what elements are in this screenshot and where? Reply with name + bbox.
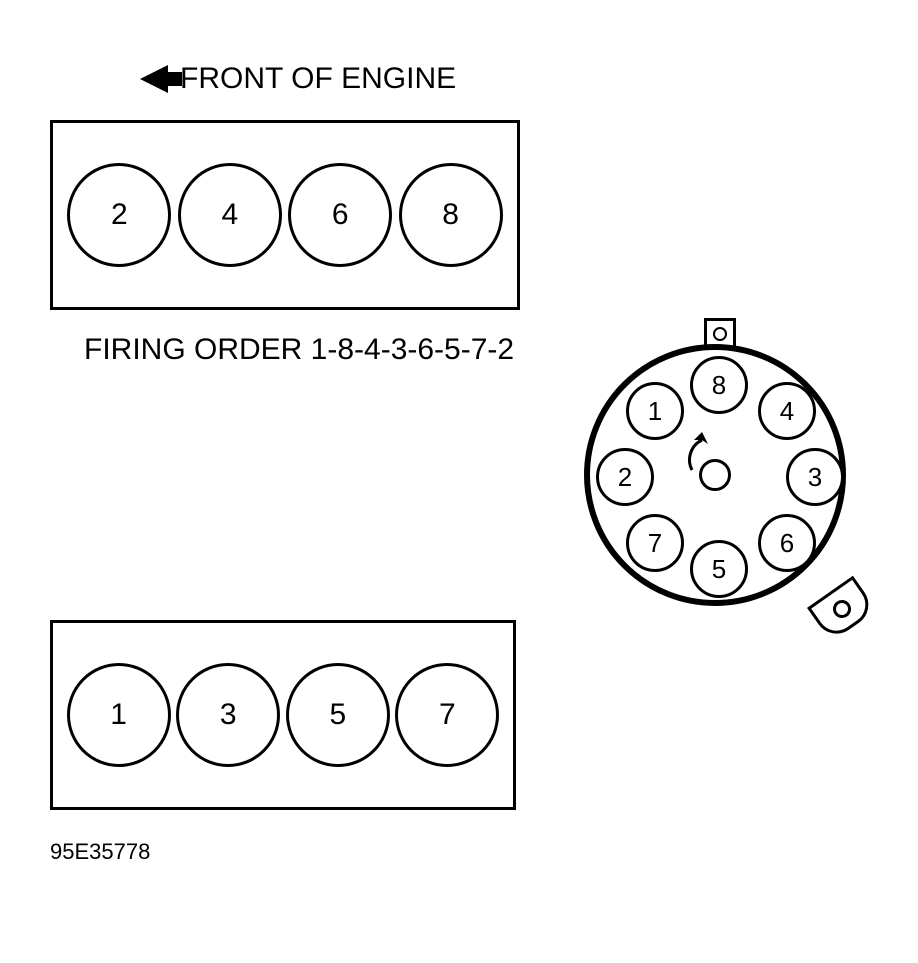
- cylinder-circle: 7: [395, 663, 499, 767]
- arrow-left-icon: [140, 65, 168, 93]
- cylinder-circle: 2: [67, 163, 171, 267]
- cylinder-circle: 3: [176, 663, 280, 767]
- header-label: FRONT OF ENGINE: [180, 62, 456, 96]
- firing-order-label: FIRING ORDER 1-8-4-3-6-5-7-2: [84, 333, 514, 367]
- distributor-terminal: 1: [626, 382, 684, 440]
- rotation-arrow-icon: [680, 430, 730, 480]
- cylinder-bank-bottom: 1 3 5 7: [50, 620, 516, 810]
- cylinder-circle: 6: [288, 163, 392, 267]
- cylinder-circle: 4: [178, 163, 282, 267]
- cylinder-number: 5: [329, 698, 346, 732]
- cylinder-circle: 1: [67, 663, 171, 767]
- distributor-terminal: 4: [758, 382, 816, 440]
- cylinder-circle: 8: [399, 163, 503, 267]
- distributor-terminal: 6: [758, 514, 816, 572]
- distributor-terminal: 2: [596, 448, 654, 506]
- distributor-terminal: 5: [690, 540, 748, 598]
- front-of-engine-header: FRONT OF ENGINE: [140, 62, 456, 96]
- distributor-terminal: 8: [690, 356, 748, 414]
- cylinder-circle: 5: [286, 663, 390, 767]
- cylinder-number: 6: [332, 198, 349, 232]
- distributor-tab-top-icon: [704, 318, 736, 346]
- distributor-cap: 84 1 3 2 6 75: [570, 330, 860, 620]
- cylinder-number: 3: [220, 698, 237, 732]
- distributor-tab-bottom-icon: [807, 576, 877, 643]
- reference-number: 95E35778: [50, 839, 150, 865]
- cylinder-number: 2: [111, 198, 128, 232]
- cylinder-number: 8: [442, 198, 459, 232]
- cylinder-number: 4: [221, 198, 238, 232]
- cylinder-number: 7: [439, 698, 456, 732]
- distributor-terminal: 3: [786, 448, 844, 506]
- cylinder-number: 1: [110, 698, 127, 732]
- distributor-terminal: 7: [626, 514, 684, 572]
- cylinder-bank-top: 2 4 6 8: [50, 120, 520, 310]
